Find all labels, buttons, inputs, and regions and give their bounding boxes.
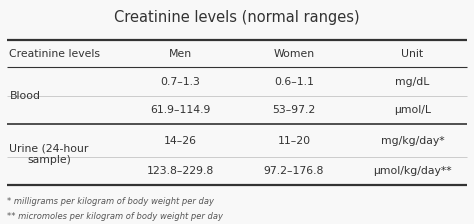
Text: Men: Men: [169, 49, 191, 59]
Text: Creatinine levels: Creatinine levels: [9, 49, 100, 59]
Text: 97.2–176.8: 97.2–176.8: [264, 166, 324, 176]
Text: μmol/kg/day**: μmol/kg/day**: [373, 166, 452, 176]
Text: Women: Women: [273, 49, 314, 59]
Text: Creatinine levels (normal ranges): Creatinine levels (normal ranges): [114, 10, 360, 25]
Text: Blood: Blood: [9, 91, 40, 101]
Text: mg/kg/day*: mg/kg/day*: [381, 136, 444, 146]
Text: 123.8–229.8: 123.8–229.8: [146, 166, 214, 176]
Text: Urine (24-hour
sample): Urine (24-hour sample): [9, 144, 89, 165]
Text: 61.9–114.9: 61.9–114.9: [150, 105, 210, 115]
Text: 14–26: 14–26: [164, 136, 197, 146]
Text: ** micromoles per kilogram of body weight per day: ** micromoles per kilogram of body weigh…: [7, 212, 223, 221]
Text: 11–20: 11–20: [277, 136, 310, 146]
Text: 0.7–1.3: 0.7–1.3: [160, 77, 200, 87]
Text: * milligrams per kilogram of body weight per day: * milligrams per kilogram of body weight…: [7, 197, 214, 206]
Text: Unit: Unit: [401, 49, 423, 59]
Text: 0.6–1.1: 0.6–1.1: [274, 77, 314, 87]
Text: mg/dL: mg/dL: [395, 77, 429, 87]
Text: μmol/L: μmol/L: [394, 105, 431, 115]
Text: 53–97.2: 53–97.2: [272, 105, 316, 115]
